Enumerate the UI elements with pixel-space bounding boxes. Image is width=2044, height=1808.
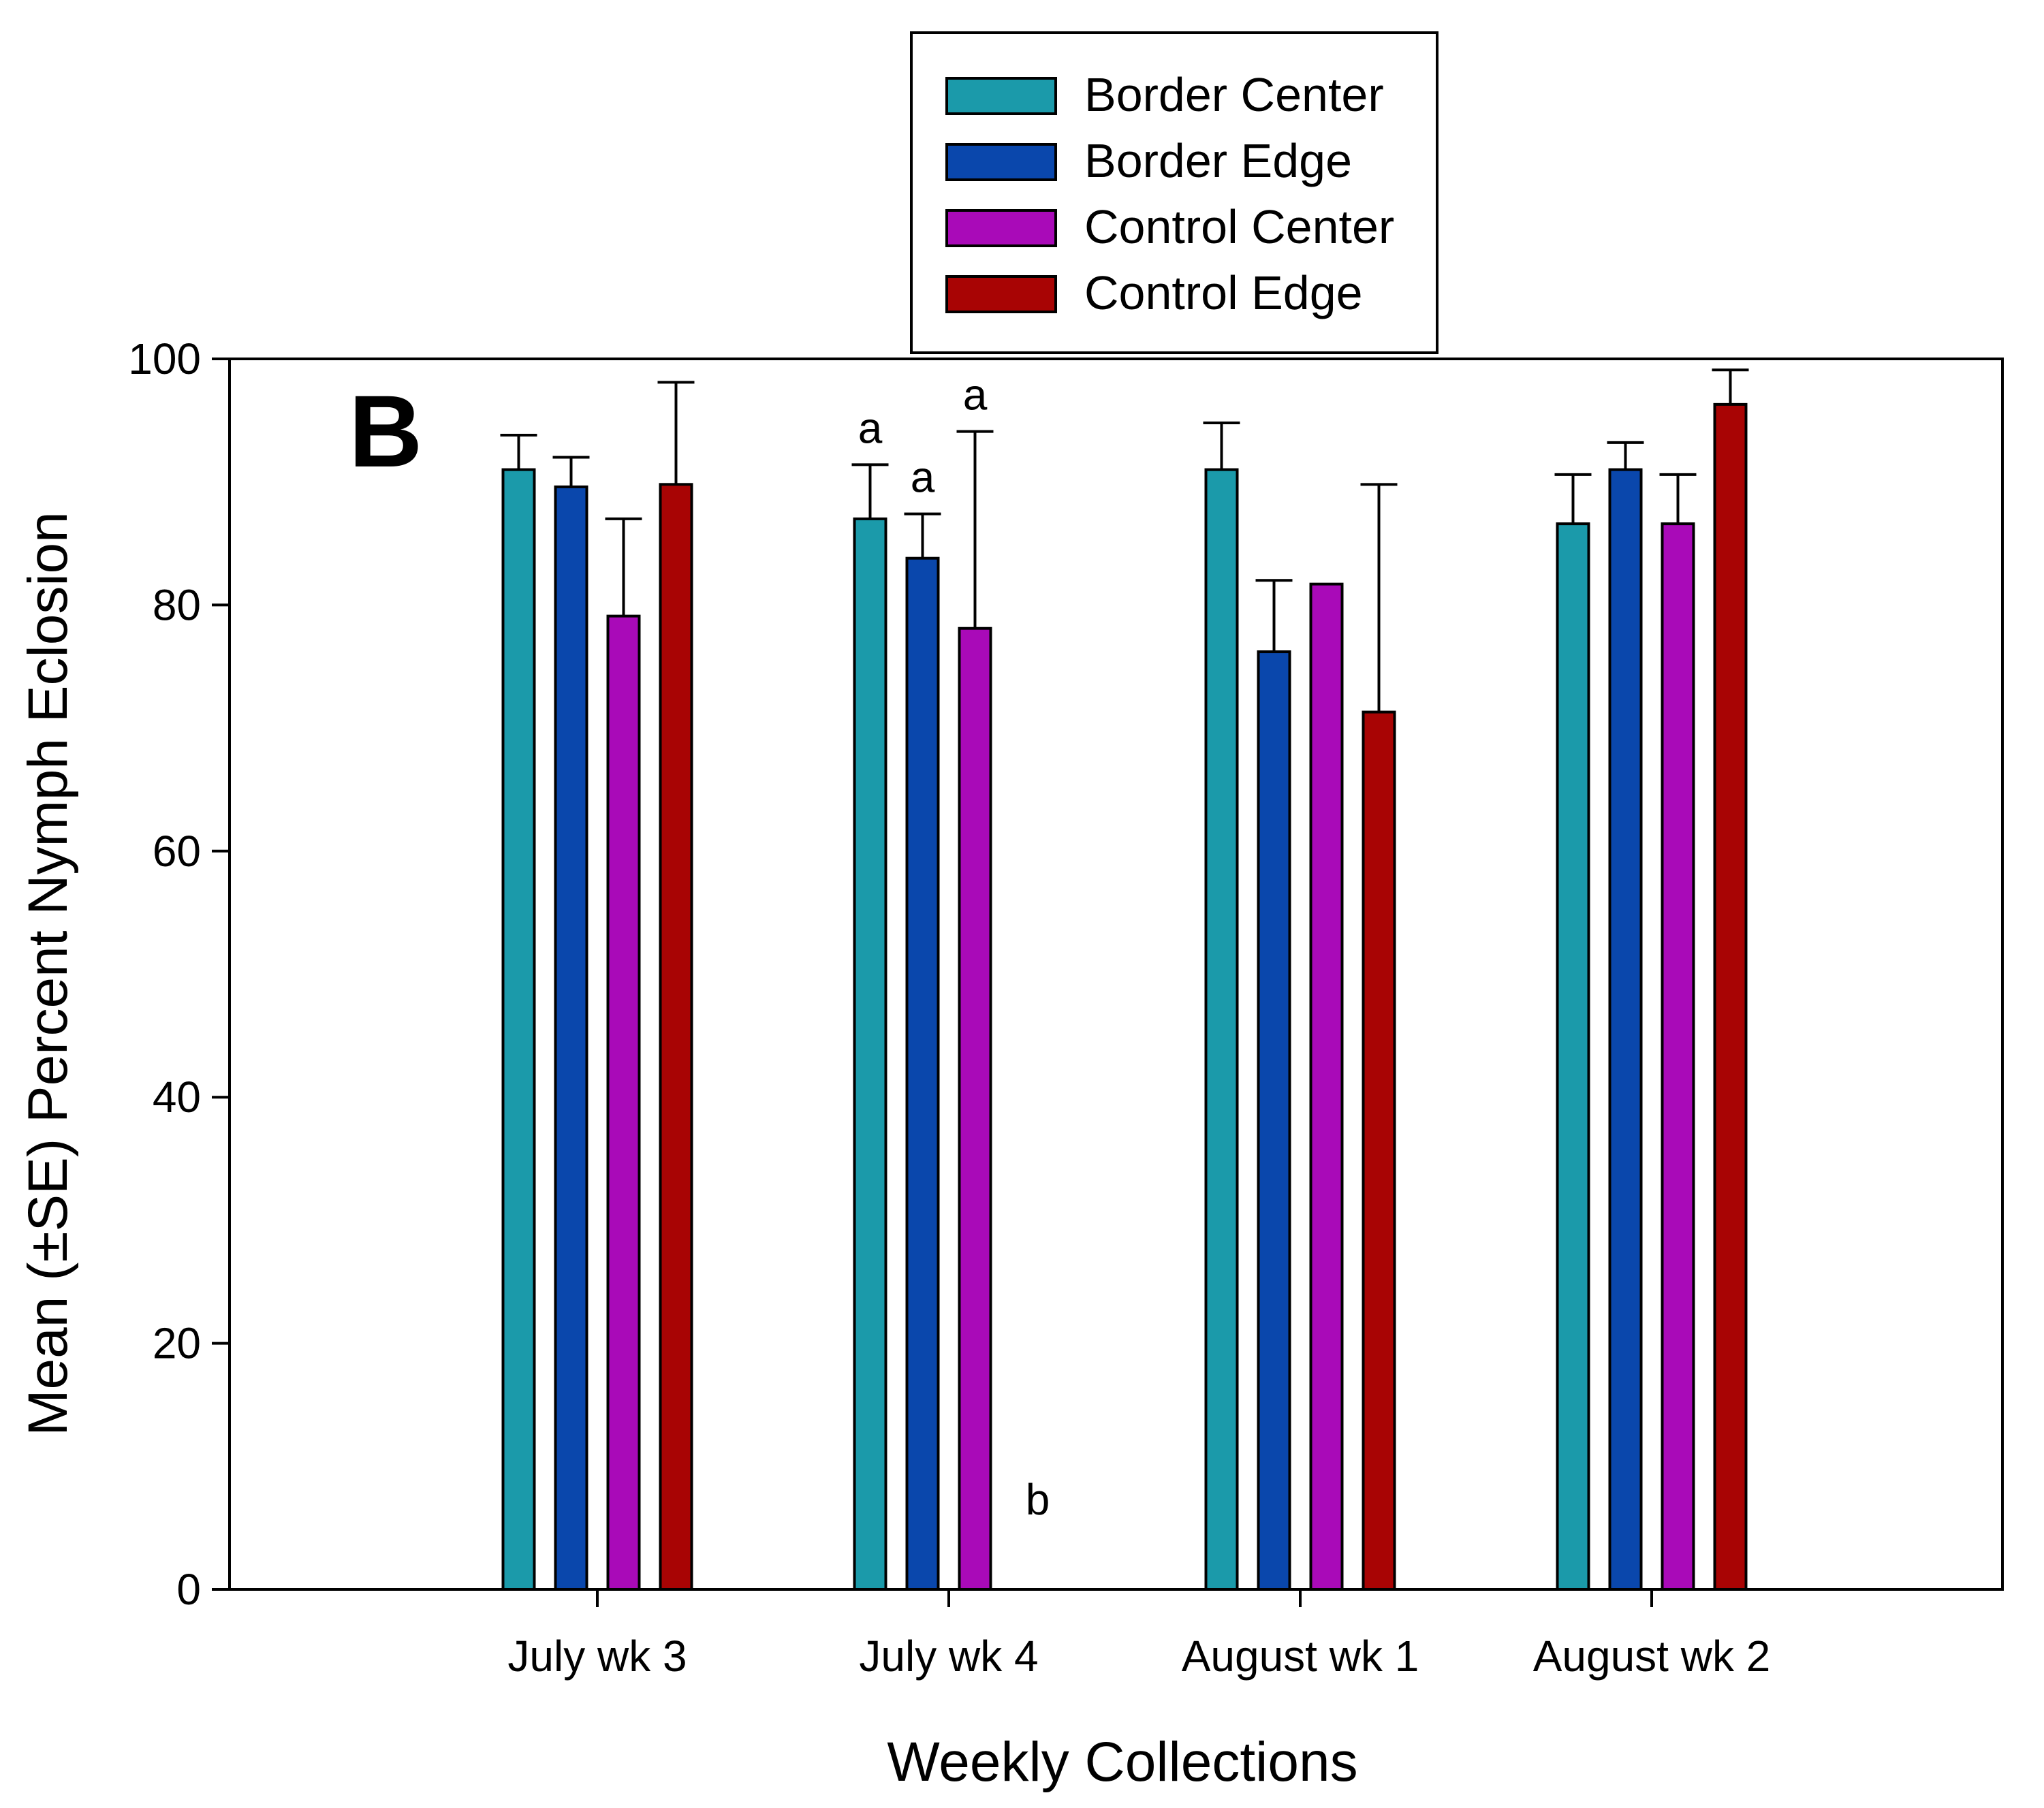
error-bar-july-wk-3-control-center (605, 517, 642, 616)
plot-frame (228, 358, 2004, 1591)
bar-august-wk-1-control-edge (1362, 710, 1396, 1591)
error-bar-august-wk-1-border-edge (1255, 579, 1293, 652)
bar-july-wk-4-control-center (958, 627, 992, 1591)
legend-label: Border Center (1084, 68, 1384, 121)
error-bar-july-wk-3-border-edge (552, 456, 590, 487)
panel-label: B (349, 374, 422, 488)
y-axis: 0 20 40 60 80 100 (128, 334, 230, 1614)
bar-july-wk-3-border-center (501, 468, 536, 1591)
bars (501, 402, 1748, 1591)
y-tick-label: 60 (153, 827, 201, 876)
legend-entry-border-edge: Border Edge (945, 134, 1352, 187)
x-tick-label: August wk 1 (1182, 1632, 1419, 1681)
bar-july-wk-3-border-edge (554, 485, 588, 1591)
x-axis-title: Weekly Collections (887, 1731, 1357, 1793)
legend-swatch (945, 77, 1057, 115)
legend-swatch (945, 209, 1057, 247)
bar-august-wk-1-border-center (1204, 468, 1239, 1591)
legend-entry-border-center: Border Center (945, 68, 1384, 121)
significance-letter: b (1026, 1475, 1050, 1524)
x-tick-label: July wk 4 (859, 1632, 1038, 1681)
significance-letter: a (858, 403, 883, 452)
y-tick-label: 100 (128, 334, 201, 383)
bar-august-wk-1-control-center (1309, 582, 1344, 1591)
legend-swatch (945, 143, 1057, 181)
error-bar-august-wk-2-control-center (1659, 473, 1697, 524)
bar-august-wk-1-border-edge (1257, 650, 1291, 1591)
y-tick-label: 80 (153, 580, 201, 629)
y-tick-label: 20 (153, 1319, 201, 1368)
error-bar-july-wk-3-control-edge (657, 381, 695, 485)
x-tick-label: August wk 2 (1533, 1632, 1771, 1681)
legend-entry-control-edge: Control Edge (945, 266, 1363, 319)
bar-august-wk-2-control-edge (1713, 402, 1748, 1591)
error-bar-august-wk-2-border-center (1554, 473, 1592, 524)
y-tick-label: 40 (153, 1073, 201, 1122)
error-bar-july-wk-4-border-center (851, 463, 889, 519)
error-bar-august-wk-1-border-center (1203, 421, 1240, 470)
error-bar-august-wk-2-border-edge (1607, 441, 1644, 470)
error-bar-august-wk-1-control-edge (1360, 483, 1398, 712)
x-axis: July wk 3 July wk 4 August wk 1 August wk 2 (507, 1589, 1770, 1681)
error-bar-july-wk-4-control-center (956, 430, 994, 629)
bar-august-wk-2-border-edge (1608, 468, 1643, 1591)
bar-july-wk-4-border-center (853, 517, 887, 1591)
bar-july-wk-3-control-edge (659, 483, 693, 1591)
legend-label: Control Center (1084, 200, 1394, 253)
legend-label: Border Edge (1084, 134, 1352, 187)
error-bar-august-wk-2-control-edge (1712, 368, 1749, 405)
y-axis-title: Mean (±SE) Percent Nymph Eclosion (17, 511, 79, 1436)
bar-july-wk-3-control-center (606, 614, 641, 1591)
significance-letter: a (963, 370, 988, 419)
legend-entry-control-center: Control Center (945, 200, 1394, 253)
error-bar-july-wk-3-border-center (500, 434, 537, 470)
significance-letter: a (911, 453, 935, 502)
legend-swatch (945, 275, 1057, 313)
legend: Border Center Border Edge Control Center Co… (910, 31, 1438, 354)
x-tick-label: July wk 3 (507, 1632, 687, 1681)
bar-july-wk-4-border-edge (905, 556, 940, 1591)
error-bars (500, 368, 1749, 712)
bar-august-wk-2-border-center (1556, 522, 1590, 1591)
bar-august-wk-2-control-center (1661, 522, 1695, 1591)
error-bar-july-wk-4-border-edge (904, 512, 941, 558)
y-tick-label: 0 (176, 1565, 201, 1614)
legend-label: Control Edge (1084, 266, 1363, 319)
